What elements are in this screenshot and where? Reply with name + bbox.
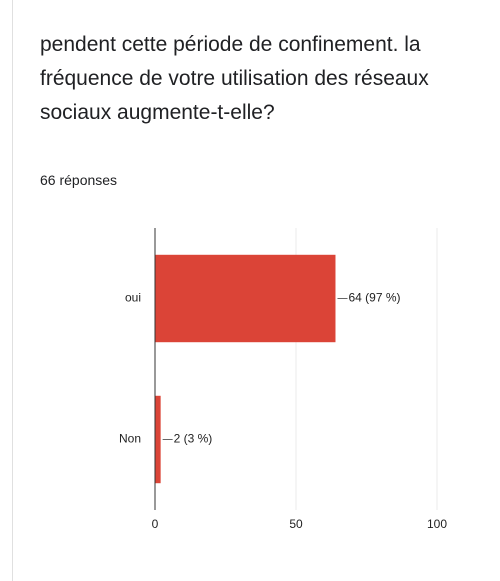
x-tick-label: 0	[152, 517, 159, 531]
bar	[155, 254, 336, 343]
y-tick-label: oui	[125, 291, 141, 305]
data-label: 2 (3 %)	[174, 432, 213, 446]
response-count: 66 réponses	[40, 172, 118, 188]
bar	[155, 395, 161, 484]
x-tick-label: 50	[289, 517, 303, 531]
x-tick-label: 100	[427, 517, 447, 531]
y-tick-label: Non	[119, 432, 141, 446]
data-label: 64 (97 %)	[348, 291, 400, 305]
card-edge	[12, 0, 13, 581]
question-title: pendent cette période de confinement. la…	[40, 33, 429, 124]
